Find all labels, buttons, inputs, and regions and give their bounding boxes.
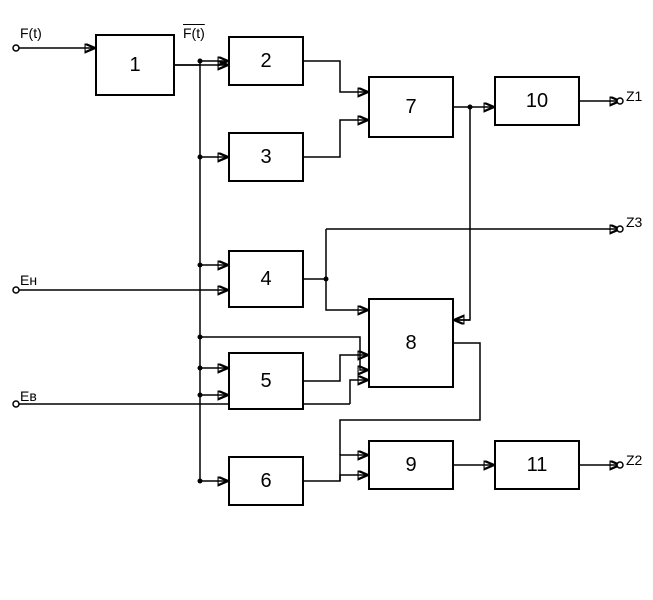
label-Ft: F(t) xyxy=(20,25,42,41)
terminal xyxy=(617,462,623,468)
block-b11: 11 xyxy=(494,440,580,490)
wire xyxy=(350,380,368,404)
block-label-b11: 11 xyxy=(527,454,548,477)
block-label-b3: 3 xyxy=(260,146,271,169)
wire xyxy=(304,355,368,381)
wire xyxy=(326,279,368,310)
label-Z3: Z3 xyxy=(626,214,642,230)
block-b3: 3 xyxy=(228,132,304,182)
wire xyxy=(454,107,470,320)
terminal xyxy=(13,287,19,293)
label-Z2: Z2 xyxy=(626,452,642,468)
block-b1: 1 xyxy=(95,34,175,96)
block-b8: 8 xyxy=(368,298,454,388)
block-b6: 6 xyxy=(228,456,304,506)
junction-dot xyxy=(198,155,203,160)
wire xyxy=(304,61,368,92)
block-label-b2: 2 xyxy=(260,50,271,73)
block-label-b6: 6 xyxy=(260,470,271,493)
junction-dot xyxy=(468,105,473,110)
terminal xyxy=(13,401,19,407)
block-label-b8: 8 xyxy=(405,332,416,355)
junction-dot xyxy=(198,393,203,398)
block-b2: 2 xyxy=(228,36,304,86)
block-label-b9: 9 xyxy=(405,454,416,477)
junction-dot xyxy=(198,59,203,64)
junction-dot xyxy=(198,366,203,371)
wire xyxy=(304,120,368,157)
block-b9: 9 xyxy=(368,440,454,490)
junction-dot xyxy=(324,277,329,282)
junction-dot xyxy=(198,335,203,340)
block-label-b5: 5 xyxy=(260,370,271,393)
junction-dot xyxy=(198,263,203,268)
wire xyxy=(340,455,368,481)
block-b5: 5 xyxy=(228,352,304,410)
wire xyxy=(304,475,368,481)
label-Ftbar: F(t) xyxy=(183,25,205,41)
block-b7: 7 xyxy=(368,76,454,138)
block-b4: 4 xyxy=(228,250,304,308)
label-En: Eн xyxy=(20,272,37,288)
terminal xyxy=(617,98,623,104)
block-label-b7: 7 xyxy=(405,96,416,119)
block-label-b1: 1 xyxy=(129,54,140,77)
block-label-b10: 10 xyxy=(526,90,548,113)
terminal xyxy=(13,45,19,51)
label-Ev: Eв xyxy=(20,388,37,404)
block-b10: 10 xyxy=(494,76,580,126)
block-label-b4: 4 xyxy=(260,268,271,291)
junction-dot xyxy=(198,479,203,484)
label-Z1: Z1 xyxy=(626,88,642,104)
terminal xyxy=(617,226,623,232)
